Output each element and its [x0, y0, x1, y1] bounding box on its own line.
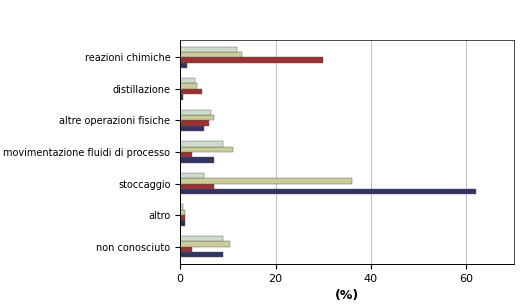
Bar: [180, 247, 192, 252]
Bar: [180, 120, 209, 126]
Bar: [180, 89, 202, 94]
Bar: [180, 204, 182, 210]
Bar: [180, 220, 185, 226]
Bar: [180, 147, 233, 152]
Bar: [180, 115, 214, 120]
Bar: [180, 173, 204, 178]
Bar: [180, 241, 231, 247]
Bar: [180, 141, 223, 147]
Bar: [180, 110, 211, 115]
Bar: [180, 184, 214, 189]
Bar: [180, 157, 214, 163]
Bar: [180, 94, 182, 99]
Bar: [180, 178, 352, 184]
Bar: [180, 215, 185, 220]
Bar: [180, 84, 197, 89]
Bar: [180, 189, 476, 194]
Bar: [180, 210, 185, 215]
Bar: [180, 126, 204, 131]
X-axis label: (%): (%): [335, 289, 359, 302]
Bar: [180, 236, 223, 241]
Bar: [180, 152, 192, 157]
Bar: [180, 63, 188, 68]
Bar: [180, 47, 237, 52]
Bar: [180, 78, 195, 84]
Bar: [180, 57, 323, 63]
Bar: [180, 252, 223, 257]
Bar: [180, 52, 242, 57]
